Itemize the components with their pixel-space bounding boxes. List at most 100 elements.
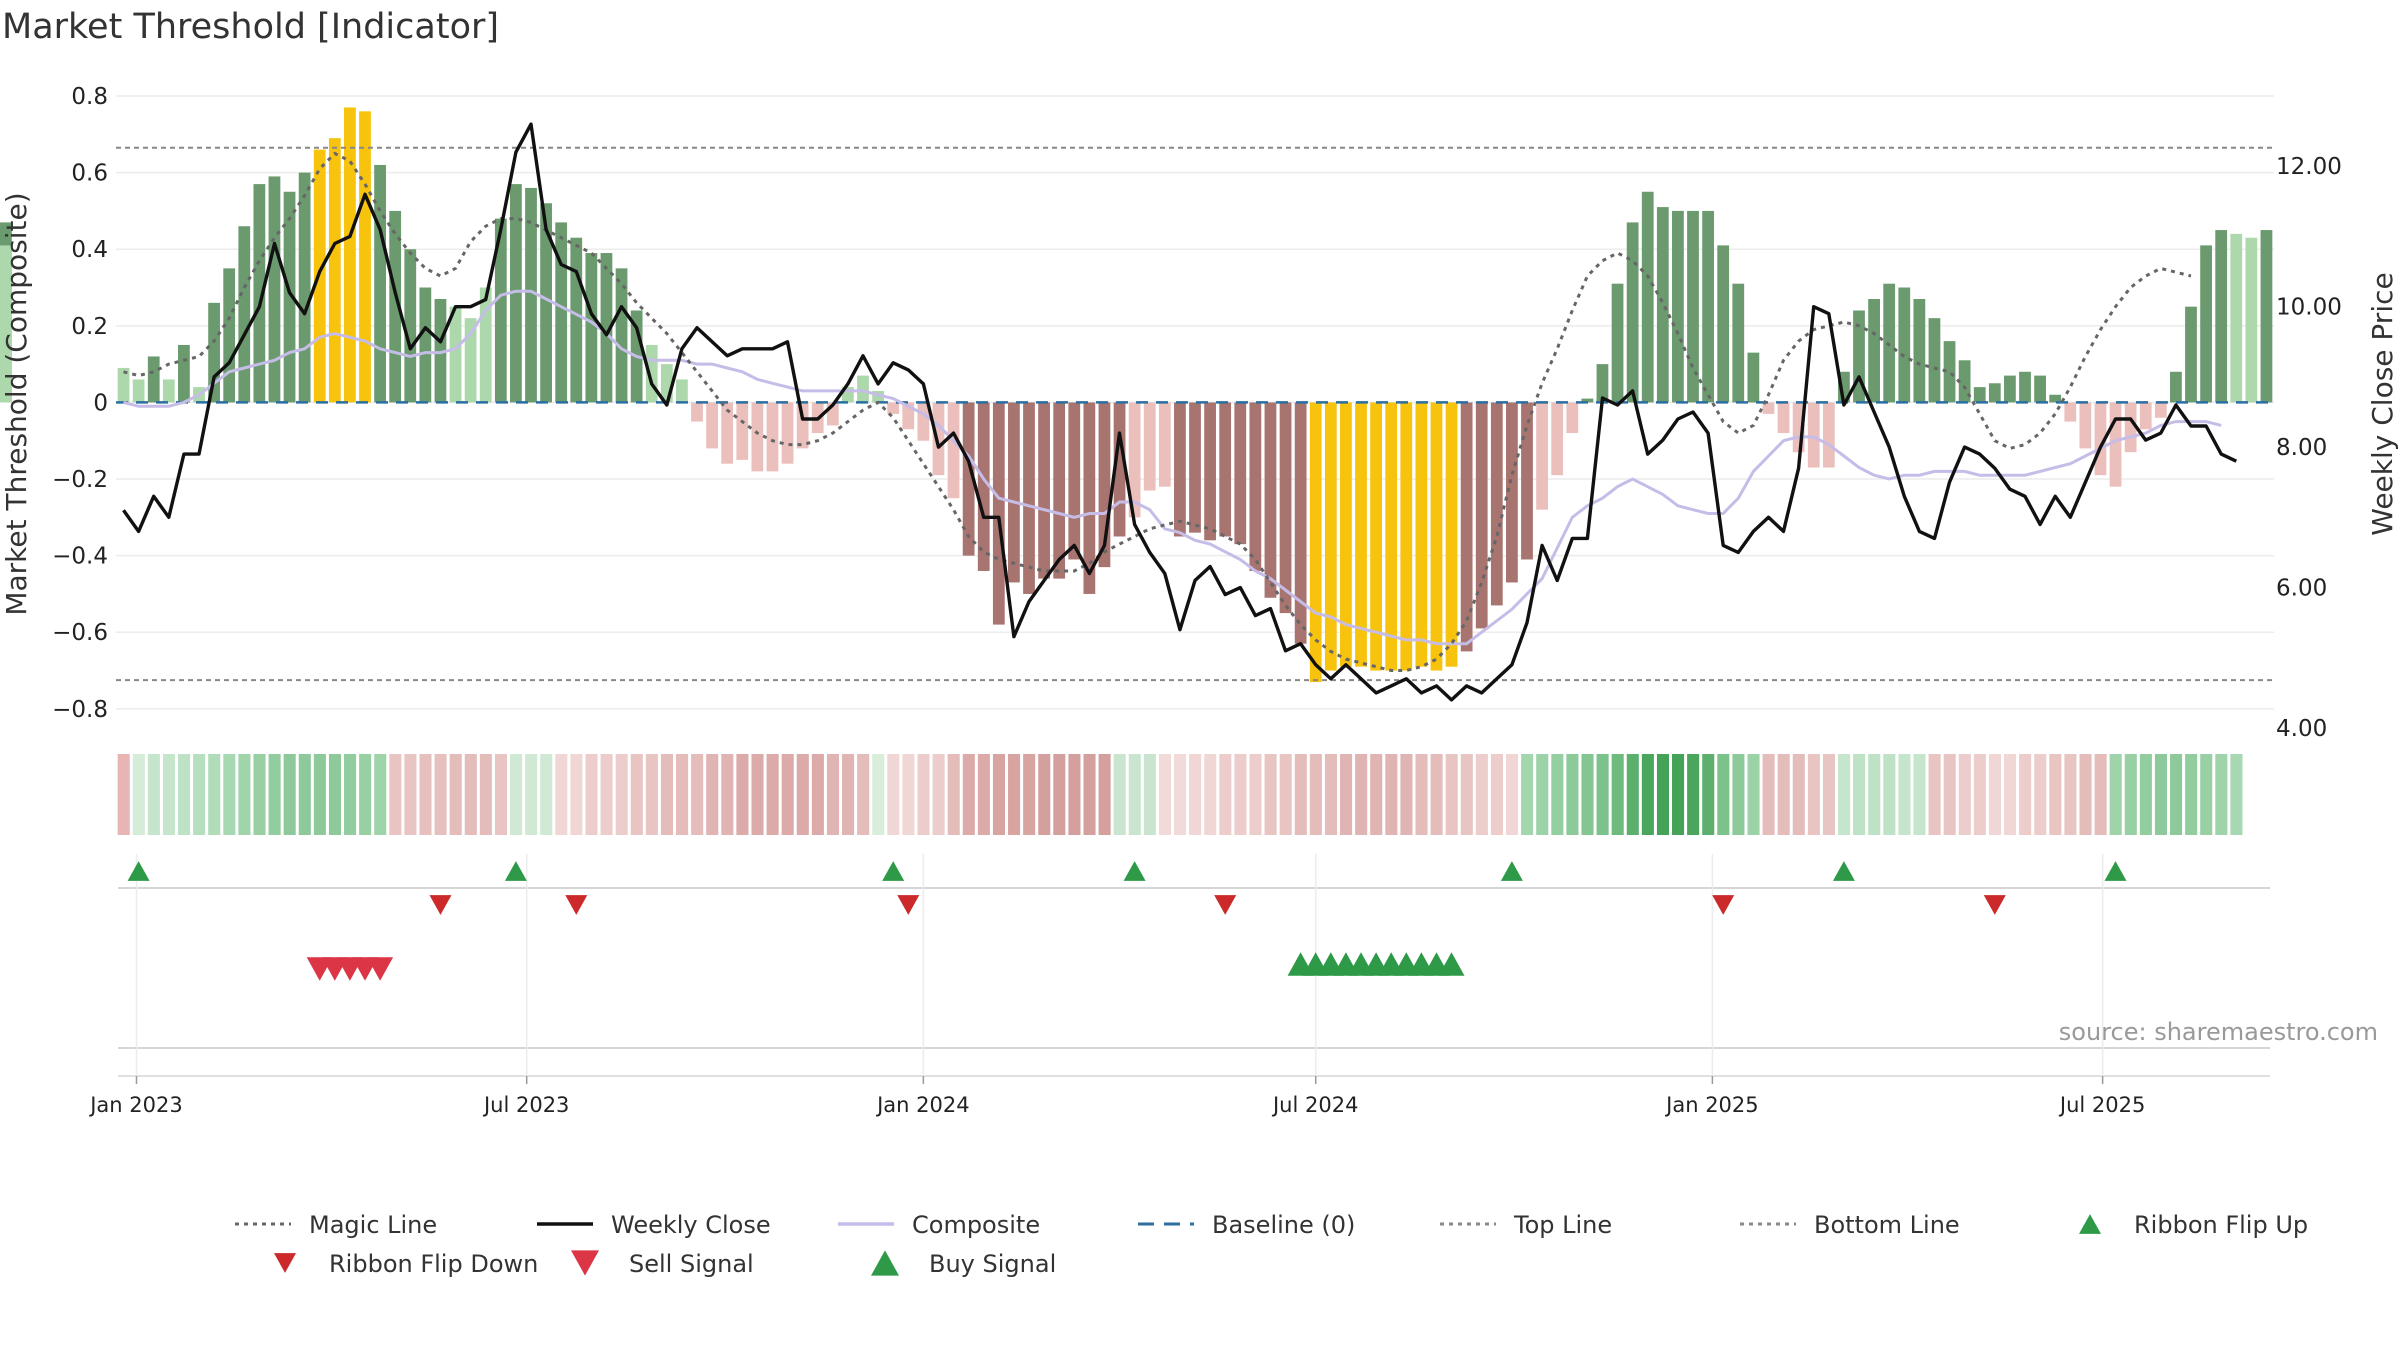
ribbon-cell: [2094, 754, 2107, 835]
ribbon-cell: [1249, 754, 1262, 835]
ribbon-cell: [298, 754, 311, 835]
threshold-bar: [2215, 230, 2228, 403]
ribbon-cell: [193, 754, 206, 835]
threshold-bar: [1460, 402, 1473, 652]
threshold-bar: [992, 402, 1005, 625]
ribbon-cell: [1988, 754, 2002, 835]
y-left-tick-label: 0: [93, 390, 108, 416]
ribbon-cell: [1536, 754, 1549, 835]
ribbon-cell: [2185, 754, 2198, 835]
legend-item: Buy Signal: [871, 1250, 1056, 1278]
ribbon-cell: [1581, 754, 1594, 835]
ribbon-flip-up-marker: [1123, 861, 1146, 881]
ribbon-cell: [1596, 754, 1609, 835]
threshold-bar: [208, 302, 220, 403]
y-axis-left-label: Market Threshold (Composite): [0, 192, 33, 615]
threshold-bar: [2079, 402, 2092, 449]
threshold-bar: [162, 379, 175, 403]
threshold-bar: [1777, 402, 1790, 434]
ribbon-cell: [1309, 754, 1322, 835]
ribbon-flip-down-marker: [1983, 895, 2006, 915]
ribbon-cell: [1234, 754, 1247, 835]
ribbon-cell: [1294, 754, 1307, 835]
magic-line: [123, 151, 2192, 672]
ribbon-flip-up-marker: [2104, 861, 2127, 881]
legend-label: Ribbon Flip Down: [329, 1250, 538, 1278]
ribbon-cell: [721, 754, 734, 835]
ribbon-cell: [1853, 754, 1866, 835]
ribbon-cell: [494, 754, 508, 835]
ribbon-cell: [132, 754, 145, 835]
threshold-bar: [2019, 371, 2031, 403]
threshold-bar: [1143, 402, 1156, 491]
ribbon-cell: [570, 754, 583, 835]
threshold-bar: [1264, 402, 1277, 598]
threshold-bar: [1687, 210, 1699, 403]
ribbon-cell: [1506, 754, 1519, 835]
threshold-bar: [1792, 402, 1805, 453]
ribbon-cell: [479, 754, 492, 835]
ribbon-cell: [510, 754, 523, 835]
x-tick-label: Jul 2023: [482, 1093, 569, 1117]
threshold-bar: [253, 184, 266, 403]
ribbon-cell: [313, 754, 326, 835]
threshold-bar: [1898, 287, 1911, 403]
legend-item: Top Line: [1440, 1211, 1612, 1239]
weekly-close-line: [122, 122, 2238, 702]
threshold-bar: [585, 253, 598, 403]
threshold-bar: [2034, 375, 2046, 403]
threshold-bar: [283, 191, 296, 403]
ribbon-cell: [1415, 754, 1428, 835]
threshold-bar: [1656, 207, 1669, 403]
ribbon-cell: [1551, 754, 1564, 835]
y-right-tick-label: 6.00: [2276, 576, 2327, 602]
threshold-bar: [359, 111, 371, 403]
y-left-tick-label: 0.6: [71, 161, 108, 187]
ribbon-cell: [2139, 754, 2152, 835]
threshold-bar: [2094, 402, 2107, 476]
threshold-bar: [1626, 222, 1639, 403]
y-left-tick-label: 0.2: [71, 314, 108, 340]
sell-signal-marker: [367, 957, 394, 981]
threshold-bar: [1249, 402, 1262, 571]
threshold-bar: [1551, 402, 1564, 476]
ribbon-cell: [404, 754, 417, 835]
legend-item: Baseline (0): [1138, 1211, 1355, 1239]
ribbon-cell: [525, 754, 538, 835]
ribbon-cell: [932, 754, 945, 835]
ribbon-cell: [1340, 754, 1353, 835]
threshold-bar: [1747, 352, 1760, 403]
ribbon-cell: [1098, 754, 1111, 835]
ribbon-cell: [1641, 754, 1654, 835]
threshold-bar: [117, 367, 130, 403]
threshold-bar: [1822, 402, 1835, 468]
threshold-bar: [947, 402, 960, 499]
threshold-bar: [1641, 191, 1654, 403]
ribbon-cell: [1219, 754, 1232, 835]
chart-title: Market Threshold [Indicator]: [2, 7, 499, 47]
threshold-bar: [1943, 341, 1956, 403]
legend-label: Top Line: [1513, 1211, 1612, 1239]
buy-signal-marker: [1438, 952, 1465, 976]
ribbon-cell: [1490, 754, 1504, 835]
ribbon-cell: [1687, 754, 1700, 835]
ribbon-cell: [992, 754, 1006, 835]
ribbon-cell: [1611, 754, 1624, 835]
ribbon-flip-down-marker: [1214, 895, 1237, 915]
ribbon-cell: [1928, 754, 1941, 835]
threshold-bar: [2170, 371, 2182, 403]
ribbon-flip-up-marker: [882, 861, 905, 881]
threshold-bar: [223, 268, 236, 403]
source-label: source: sharemaestro.com: [2059, 1018, 2378, 1046]
threshold-bar: [1581, 398, 1594, 403]
threshold-bar: [1083, 402, 1096, 594]
threshold-bar: [1234, 402, 1247, 545]
threshold-bar: [887, 402, 900, 414]
ribbon-cell: [1762, 754, 1775, 835]
legend-label: Ribbon Flip Up: [2134, 1211, 2308, 1239]
ribbon-cell: [208, 754, 221, 835]
ribbon-cell: [1807, 754, 1820, 835]
threshold-bar: [2109, 402, 2122, 487]
y-left-tick-label: −0.4: [52, 544, 108, 570]
ribbon-cell: [2109, 754, 2122, 835]
